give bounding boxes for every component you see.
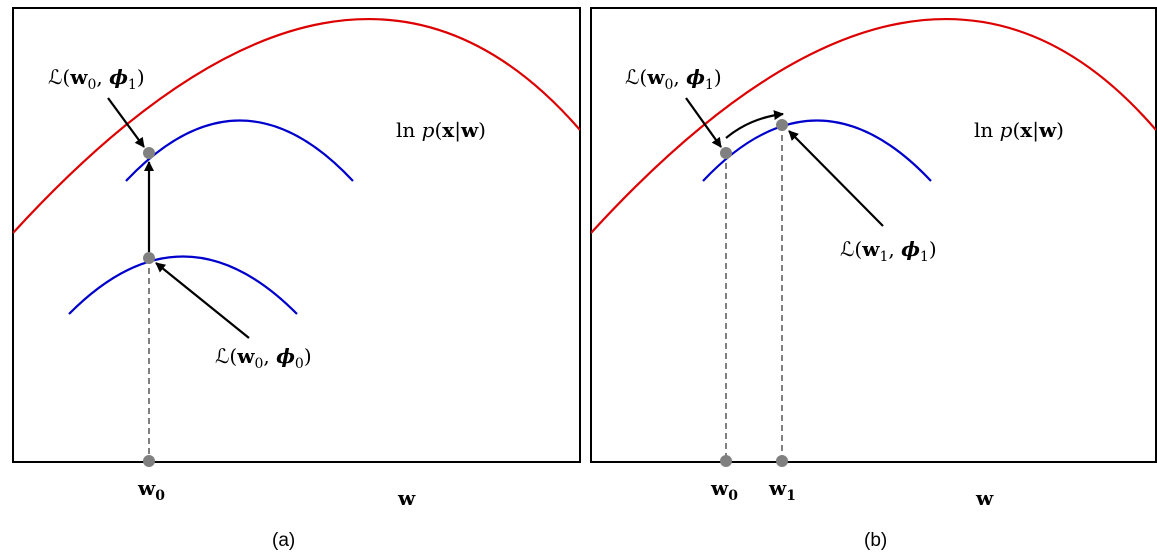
tick-marker-w0 (143, 455, 155, 467)
bound-label-left: ℒ(w0, ϕ1) (625, 65, 722, 93)
tick-label-w0: w0 (710, 476, 738, 504)
bound-label-top: ℒ(w0, ϕ1) (48, 65, 145, 93)
log-likelihood-curve (13, 18, 580, 234)
pointer-top-label (107, 97, 145, 148)
panel-a: ℒ(w0, ϕ1) ln p(x|w) ℒ(w0, ϕ0) w0 w (a) (12, 7, 581, 551)
caption-a: (a) (272, 530, 295, 551)
tick-marker-w1 (776, 455, 788, 467)
point-w0-phi1 (720, 147, 732, 159)
axis-label-w: w (397, 486, 416, 510)
lower-bound-curve (702, 119, 932, 182)
point-w0-phi1 (143, 147, 155, 159)
panel-a-frame (12, 7, 581, 463)
tick-marker-w0 (720, 455, 732, 467)
bound-label-bottom: ℒ(w0, ϕ0) (215, 344, 312, 372)
pointer-right-label (788, 130, 884, 227)
log-likelihood-curve (591, 18, 1156, 234)
tick-label-w1: w1 (768, 476, 796, 504)
bound-label-right: ℒ(w1, ϕ1) (840, 237, 937, 265)
panel-b: ℒ(w0, ϕ1) ln p(x|w) ℒ(w1, ϕ1) w0 w1 w (b… (590, 7, 1157, 551)
tick-label-w0: w0 (137, 476, 165, 504)
point-w0-phi0 (143, 252, 155, 264)
curve-label: ln p(x|w) (396, 118, 486, 143)
axis-label-w: w (975, 486, 994, 510)
lower-bound-curve-bottom (68, 255, 298, 315)
m-step-arrow (725, 110, 784, 139)
point-w1-phi1 (776, 119, 788, 131)
panel-b-frame (590, 7, 1157, 463)
pointer-bottom-label (155, 262, 250, 339)
pointer-left-label (685, 97, 722, 148)
lower-bound-curve-top (125, 119, 354, 182)
caption-b: (b) (864, 530, 887, 551)
curve-label: ln p(x|w) (974, 118, 1064, 143)
